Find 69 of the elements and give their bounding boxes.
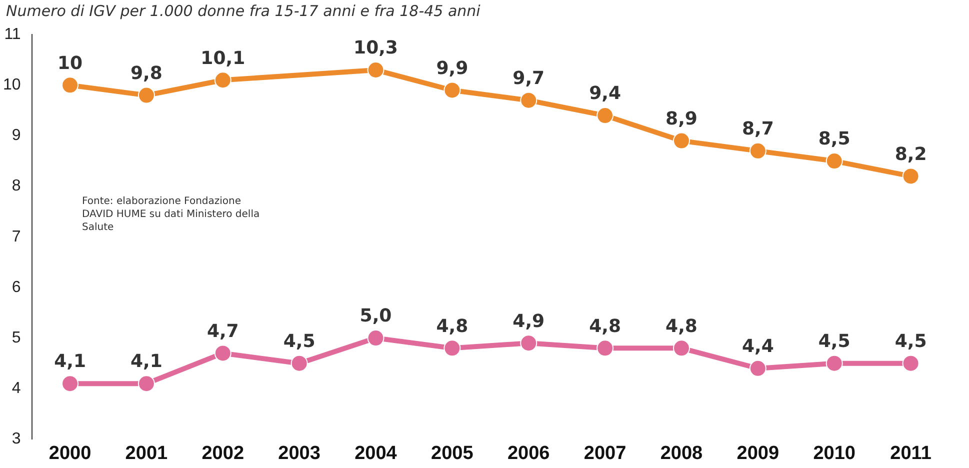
y-tick-label: 4 [12,380,21,398]
data-label: 4,1 [130,351,162,372]
point [749,142,766,160]
x-tick-label: 2002 [202,442,244,464]
point [444,340,461,357]
data-label: 4,9 [512,310,545,332]
x-tick-label: 2009 [736,442,780,464]
point [596,107,614,124]
point [596,340,614,357]
x-tick-label: 2000 [48,442,92,464]
point [214,344,232,362]
point [138,86,155,104]
point [672,340,690,357]
data-label: 10,1 [200,48,246,69]
y-tick-label: 7 [12,228,21,246]
point [749,360,766,377]
data-label: 9,7 [512,68,545,90]
point [672,132,690,150]
x-tick-label: 2011 [890,442,932,464]
point [520,92,538,109]
data-label: 4,5 [283,331,316,352]
y-tick-label: 11 [4,26,21,44]
point [520,334,538,352]
point [826,152,843,170]
data-label: 5,0 [360,306,392,327]
x-tick-label: 2001 [125,442,168,464]
data-label: 4,8 [589,316,621,337]
point [902,354,920,372]
point [826,354,843,372]
annotation: Fonte: elaborazione Fondazione DAVID HUME su dati Ministero della Salute [82,195,261,234]
x-tick-label: 2003 [278,442,320,464]
point [367,62,384,79]
point [444,82,461,99]
data-label: 4,5 [894,331,927,352]
data-label: 4,8 [436,316,468,337]
y-tick-label: 10 [3,76,21,94]
point [290,354,308,372]
data-label: 4,7 [206,320,239,342]
point [62,375,79,392]
data-label: 8,9 [666,108,698,130]
x-tick-label: 2004 [354,442,398,464]
point [367,330,384,347]
x-tick-label: 2007 [584,442,626,464]
data-label: 8,7 [742,118,774,140]
point [902,168,920,185]
data-label: 4,5 [818,331,850,352]
y-tick-label: 9 [12,127,21,144]
data-label: 10,3 [354,38,398,59]
y-tick-label: 3 [12,430,21,448]
x-tick-label: 2005 [431,442,474,464]
data-label: 10 [57,52,83,74]
x-tick-label: 2010 [813,442,856,464]
x-tick-label: 2008 [660,442,703,464]
data-label: 8,5 [818,128,850,150]
data-label: 9,8 [130,62,162,84]
data-label: 4,8 [666,316,698,337]
data-label: 9,9 [436,58,468,79]
point [138,375,155,392]
data-label: 4,1 [54,351,86,372]
point [214,72,232,89]
data-label: 8,2 [894,144,927,165]
data-label: 4,4 [742,336,774,358]
chart-title: Numero di IGV per 1.000 donne fra 15-17 anni e fra 18-45 anni [6,2,480,20]
y-tick-label: 5 [12,329,21,346]
point [62,76,79,94]
y-tick-label: 8 [12,178,21,195]
y-tick-label: 6 [12,278,21,296]
data-label: 9,4 [589,83,621,104]
x-tick-label: 2006 [507,442,550,464]
